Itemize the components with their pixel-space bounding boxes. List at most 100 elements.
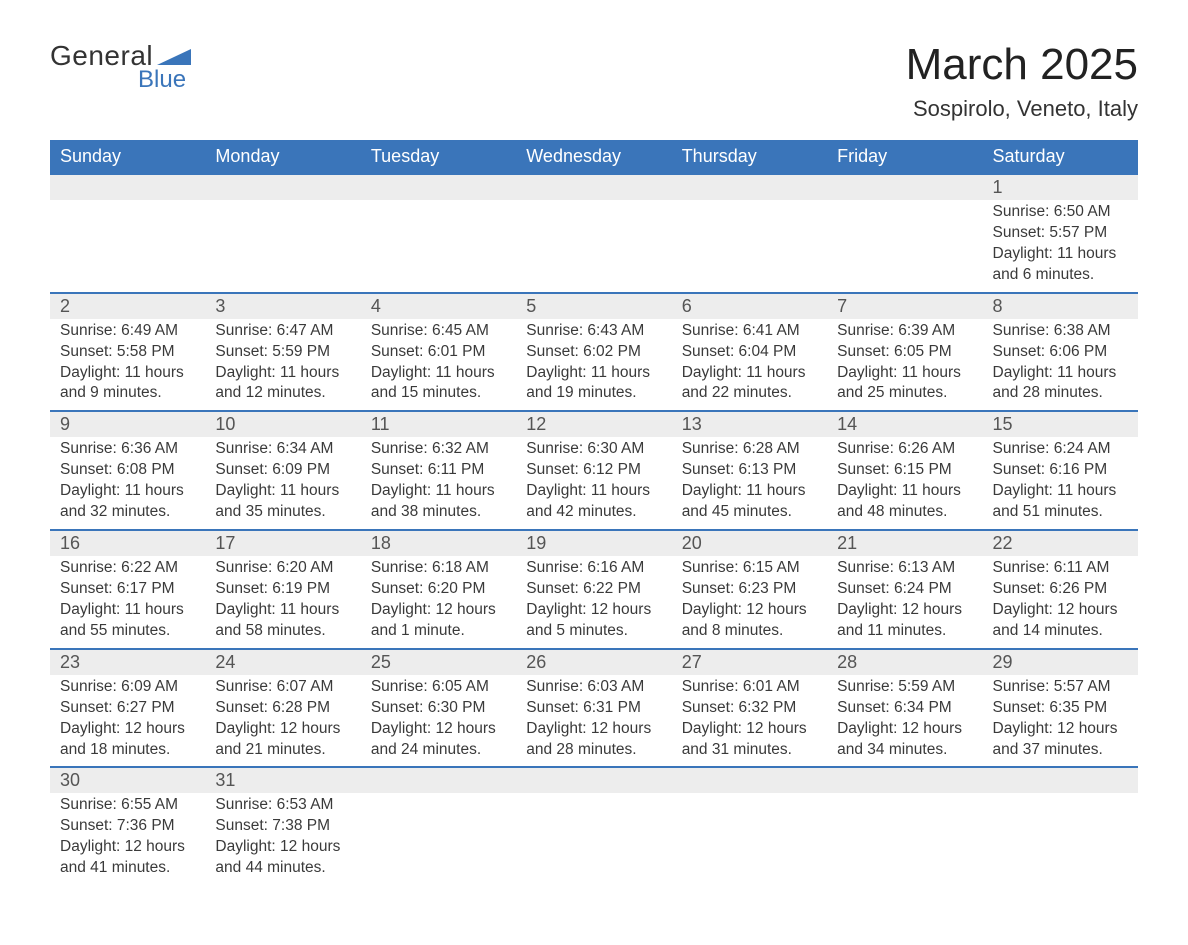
day-number — [672, 175, 827, 199]
day-number: 23 — [50, 650, 205, 675]
day-detail: Sunrise: 6:28 AMSunset: 6:13 PMDaylight:… — [672, 437, 827, 529]
detail-line-daylight2: and 25 minutes. — [837, 383, 972, 404]
day-cell-detail: Sunrise: 6:24 AMSunset: 6:16 PMDaylight:… — [983, 437, 1138, 530]
day-number — [361, 768, 516, 792]
day-cell-num — [983, 767, 1138, 793]
day-cell-num: 2 — [50, 293, 205, 319]
day-cell-detail: Sunrise: 6:22 AMSunset: 6:17 PMDaylight:… — [50, 556, 205, 649]
day-detail: Sunrise: 6:34 AMSunset: 6:09 PMDaylight:… — [205, 437, 360, 529]
detail-line-daylight2: and 58 minutes. — [215, 621, 350, 642]
day-cell-detail: Sunrise: 6:38 AMSunset: 6:06 PMDaylight:… — [983, 319, 1138, 412]
day-detail: Sunrise: 6:39 AMSunset: 6:05 PMDaylight:… — [827, 319, 982, 411]
day-detail — [827, 200, 982, 220]
day-number: 26 — [516, 650, 671, 675]
day-cell-detail: Sunrise: 6:47 AMSunset: 5:59 PMDaylight:… — [205, 319, 360, 412]
day-cell-num: 26 — [516, 649, 671, 675]
day-cell-num: 25 — [361, 649, 516, 675]
day-number — [361, 175, 516, 199]
day-cell-detail: Sunrise: 6:09 AMSunset: 6:27 PMDaylight:… — [50, 675, 205, 768]
day-detail — [361, 200, 516, 220]
detail-line-sunset: Sunset: 6:16 PM — [993, 460, 1128, 481]
day-cell-num: 22 — [983, 530, 1138, 556]
detail-line-daylight1: Daylight: 12 hours — [837, 600, 972, 621]
day-cell-detail — [205, 200, 360, 293]
daynum-row: 16171819202122 — [50, 530, 1138, 556]
day-number: 9 — [50, 412, 205, 437]
day-cell-detail: Sunrise: 6:49 AMSunset: 5:58 PMDaylight:… — [50, 319, 205, 412]
detail-line-daylight1: Daylight: 12 hours — [371, 719, 506, 740]
detail-line-sunset: Sunset: 6:12 PM — [526, 460, 661, 481]
day-cell-detail — [50, 200, 205, 293]
page-header: General Blue March 2025 Sospirolo, Venet… — [50, 40, 1138, 122]
day-number: 10 — [205, 412, 360, 437]
detail-line-sunrise: Sunrise: 5:57 AM — [993, 677, 1128, 698]
calendar-table: Sunday Monday Tuesday Wednesday Thursday… — [50, 140, 1138, 885]
detail-line-sunset: Sunset: 6:13 PM — [682, 460, 817, 481]
detail-line-sunrise: Sunrise: 6:28 AM — [682, 439, 817, 460]
detail-line-daylight2: and 48 minutes. — [837, 502, 972, 523]
day-detail: Sunrise: 6:53 AMSunset: 7:38 PMDaylight:… — [205, 793, 360, 885]
day-detail: Sunrise: 6:09 AMSunset: 6:27 PMDaylight:… — [50, 675, 205, 767]
day-number — [827, 175, 982, 199]
day-number: 6 — [672, 294, 827, 319]
detail-line-daylight2: and 45 minutes. — [682, 502, 817, 523]
daynum-row: 3031 — [50, 767, 1138, 793]
detail-line-daylight2: and 12 minutes. — [215, 383, 350, 404]
detail-line-sunset: Sunset: 5:59 PM — [215, 342, 350, 363]
detail-line-sunrise: Sunrise: 6:41 AM — [682, 321, 817, 342]
detail-line-daylight1: Daylight: 12 hours — [993, 719, 1128, 740]
day-detail: Sunrise: 5:59 AMSunset: 6:34 PMDaylight:… — [827, 675, 982, 767]
detail-line-sunrise: Sunrise: 6:45 AM — [371, 321, 506, 342]
detail-line-sunset: Sunset: 6:08 PM — [60, 460, 195, 481]
detail-line-sunrise: Sunrise: 6:03 AM — [526, 677, 661, 698]
day-header: Monday — [205, 140, 360, 174]
day-cell-num: 1 — [983, 174, 1138, 200]
day-detail — [516, 200, 671, 220]
detail-line-daylight1: Daylight: 11 hours — [60, 600, 195, 621]
day-cell-num: 6 — [672, 293, 827, 319]
detail-line-daylight1: Daylight: 11 hours — [60, 363, 195, 384]
day-number: 3 — [205, 294, 360, 319]
detail-line-sunset: Sunset: 6:06 PM — [993, 342, 1128, 363]
day-cell-detail: Sunrise: 6:13 AMSunset: 6:24 PMDaylight:… — [827, 556, 982, 649]
day-number: 16 — [50, 531, 205, 556]
detail-line-daylight1: Daylight: 11 hours — [526, 481, 661, 502]
detail-row: Sunrise: 6:50 AMSunset: 5:57 PMDaylight:… — [50, 200, 1138, 293]
detail-line-daylight2: and 18 minutes. — [60, 740, 195, 761]
title-block: March 2025 Sospirolo, Veneto, Italy — [906, 40, 1138, 122]
detail-line-daylight1: Daylight: 11 hours — [371, 363, 506, 384]
detail-line-daylight2: and 22 minutes. — [682, 383, 817, 404]
day-cell-num — [672, 767, 827, 793]
day-cell-detail: Sunrise: 6:03 AMSunset: 6:31 PMDaylight:… — [516, 675, 671, 768]
detail-line-daylight1: Daylight: 11 hours — [60, 481, 195, 502]
day-cell-num: 14 — [827, 411, 982, 437]
detail-line-sunset: Sunset: 6:11 PM — [371, 460, 506, 481]
day-number: 18 — [361, 531, 516, 556]
day-cell-num — [361, 174, 516, 200]
detail-line-sunrise: Sunrise: 6:18 AM — [371, 558, 506, 579]
day-cell-num: 17 — [205, 530, 360, 556]
daynum-row: 23242526272829 — [50, 649, 1138, 675]
day-header-row: Sunday Monday Tuesday Wednesday Thursday… — [50, 140, 1138, 174]
day-cell-detail: Sunrise: 6:34 AMSunset: 6:09 PMDaylight:… — [205, 437, 360, 530]
day-cell-detail: Sunrise: 5:57 AMSunset: 6:35 PMDaylight:… — [983, 675, 1138, 768]
day-detail: Sunrise: 6:07 AMSunset: 6:28 PMDaylight:… — [205, 675, 360, 767]
day-detail: Sunrise: 6:36 AMSunset: 6:08 PMDaylight:… — [50, 437, 205, 529]
detail-line-sunset: Sunset: 6:17 PM — [60, 579, 195, 600]
day-number: 25 — [361, 650, 516, 675]
day-cell-num — [827, 174, 982, 200]
detail-row: Sunrise: 6:49 AMSunset: 5:58 PMDaylight:… — [50, 319, 1138, 412]
daynum-row: 2345678 — [50, 293, 1138, 319]
day-cell-num: 7 — [827, 293, 982, 319]
day-cell-num: 15 — [983, 411, 1138, 437]
detail-line-sunrise: Sunrise: 6:07 AM — [215, 677, 350, 698]
day-number: 19 — [516, 531, 671, 556]
day-detail: Sunrise: 6:05 AMSunset: 6:30 PMDaylight:… — [361, 675, 516, 767]
detail-line-daylight2: and 15 minutes. — [371, 383, 506, 404]
detail-line-sunrise: Sunrise: 6:16 AM — [526, 558, 661, 579]
detail-line-sunset: Sunset: 6:35 PM — [993, 698, 1128, 719]
day-cell-detail — [361, 793, 516, 885]
day-number: 1 — [983, 175, 1138, 200]
day-number: 7 — [827, 294, 982, 319]
day-cell-detail: Sunrise: 6:07 AMSunset: 6:28 PMDaylight:… — [205, 675, 360, 768]
